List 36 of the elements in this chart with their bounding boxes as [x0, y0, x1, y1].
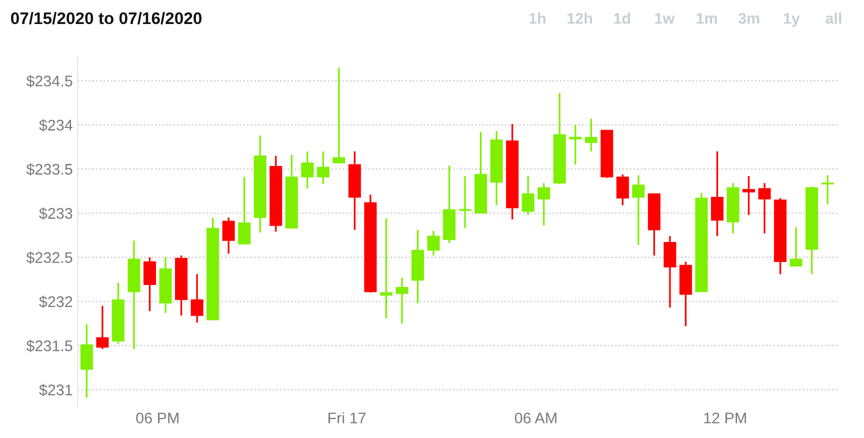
candlestick — [143, 256, 156, 312]
chart-title: 07/15/2020 to 07/16/2020 — [11, 12, 202, 24]
x-tick-label: 12 PM — [704, 412, 746, 424]
candlestick — [301, 150, 314, 190]
candlestick — [332, 66, 346, 165]
candlestick — [758, 182, 771, 234]
y-tick-label: $231 — [39, 384, 72, 396]
y-tick-label: $234.5 — [26, 74, 72, 88]
candlestick — [380, 218, 392, 320]
candlestick — [238, 176, 251, 245]
y-tick-label: $234 — [39, 119, 72, 132]
y-tick-label: $232.5 — [26, 252, 72, 264]
y-tick-label: $233 — [39, 207, 72, 220]
candlestick — [458, 175, 472, 230]
candlestick — [710, 150, 724, 237]
y-tick-label: $231.5 — [26, 340, 72, 352]
candlestick — [522, 175, 534, 216]
candlestick — [569, 124, 582, 166]
candlestick — [427, 230, 440, 256]
candlestick — [742, 175, 756, 216]
candlestick — [96, 305, 109, 350]
x-tick-label: 06 AM — [514, 412, 556, 424]
y-tick-label: $232 — [39, 296, 72, 308]
candlestick — [632, 174, 645, 246]
candlestick — [616, 173, 629, 206]
candlestick — [790, 226, 802, 267]
x-tick-label: Fri 17 — [328, 412, 366, 424]
candlestick — [222, 216, 235, 255]
candlestick — [584, 118, 598, 152]
candlestick — [538, 182, 550, 226]
candlestick — [316, 150, 330, 185]
x-tick-label: 06 PM — [136, 412, 178, 424]
candlestick — [396, 276, 408, 324]
candlestick — [821, 174, 834, 206]
candlestick — [190, 273, 204, 324]
y-tick-label: $233.5 — [26, 163, 72, 176]
